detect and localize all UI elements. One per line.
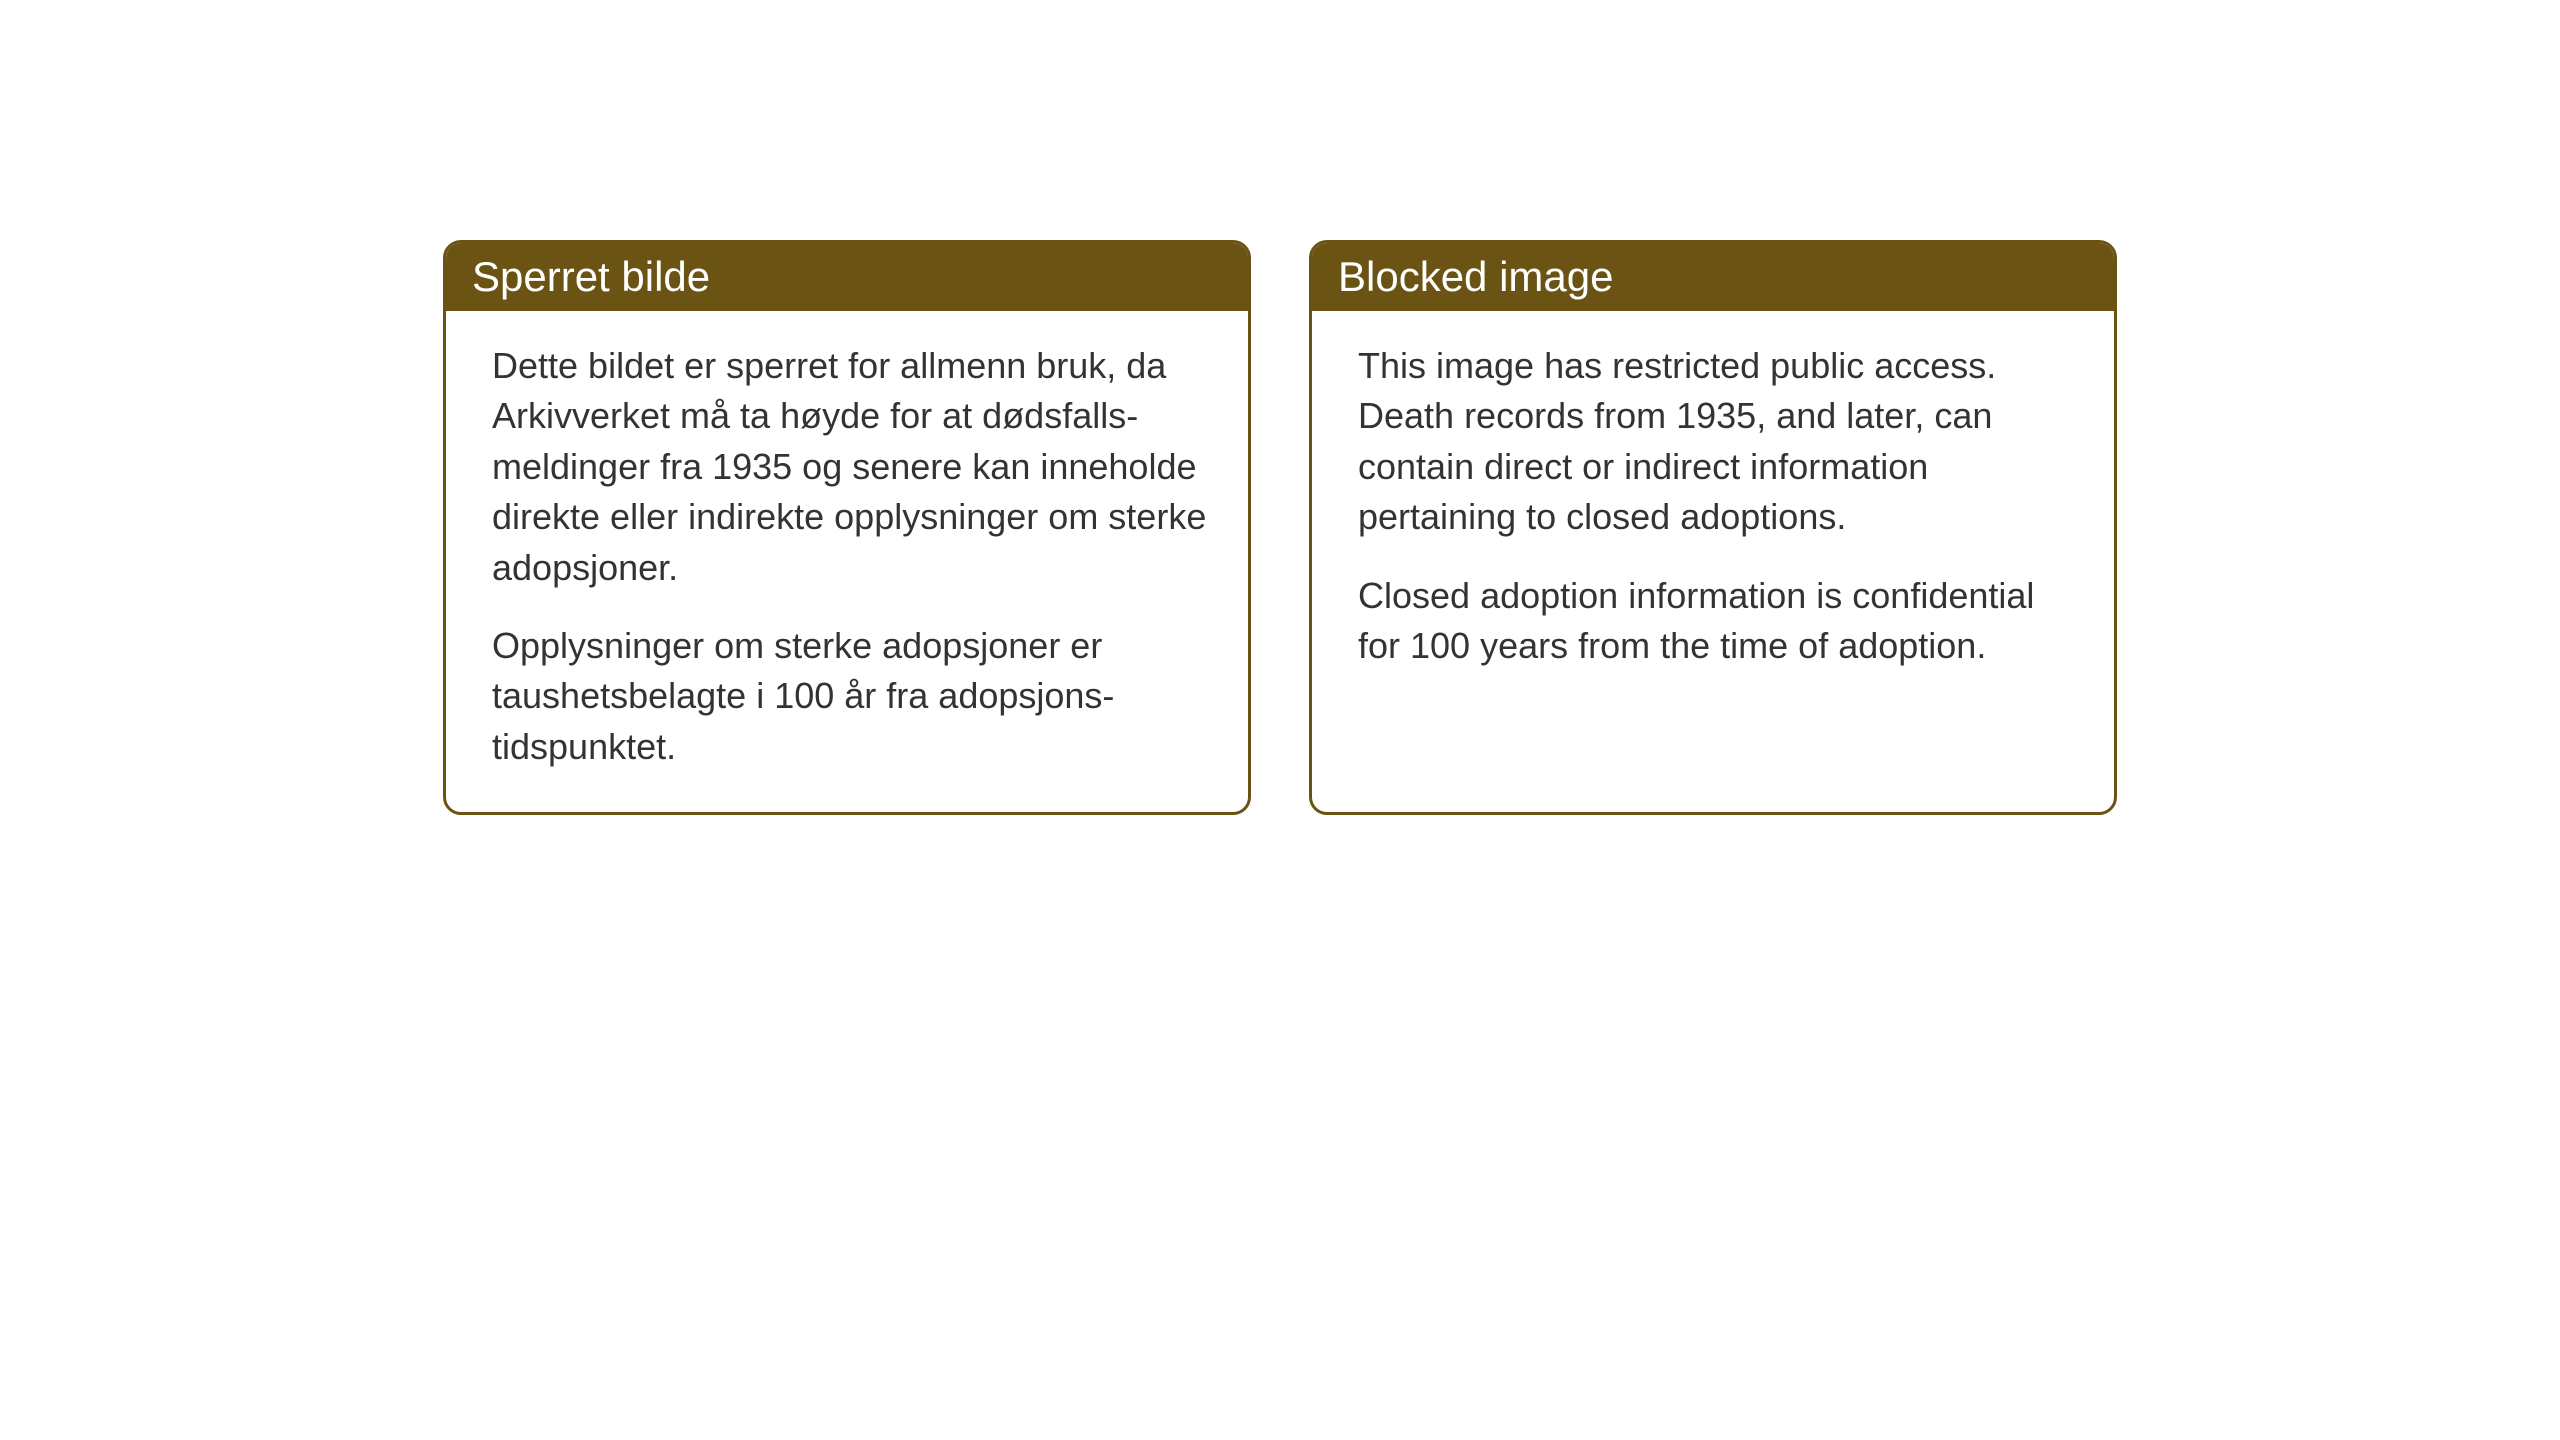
notice-paragraph-2-norwegian: Opplysninger om sterke adopsjoner er tau… (492, 621, 1212, 772)
notice-paragraph-1-norwegian: Dette bildet er sperret for allmenn bruk… (492, 341, 1212, 593)
notice-title-norwegian: Sperret bilde (446, 243, 1248, 311)
notice-container: Sperret bilde Dette bildet er sperret fo… (443, 240, 2117, 815)
notice-card-norwegian: Sperret bilde Dette bildet er sperret fo… (443, 240, 1251, 815)
notice-paragraph-1-english: This image has restricted public access.… (1358, 341, 2078, 543)
notice-title-english: Blocked image (1312, 243, 2114, 311)
notice-card-english: Blocked image This image has restricted … (1309, 240, 2117, 815)
notice-paragraph-2-english: Closed adoption information is confident… (1358, 571, 2078, 672)
notice-body-english: This image has restricted public access.… (1312, 311, 2114, 711)
notice-body-norwegian: Dette bildet er sperret for allmenn bruk… (446, 311, 1248, 812)
